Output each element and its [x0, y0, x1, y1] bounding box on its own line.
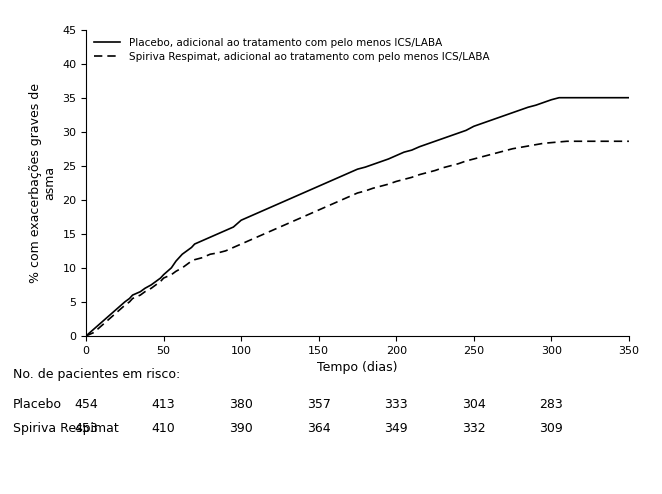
Legend: Placebo, adicional ao tratamento com pelo menos ICS/LABA, Spiriva Respimat, adic: Placebo, adicional ao tratamento com pel…: [91, 35, 493, 65]
Text: Spiriva Respimat: Spiriva Respimat: [13, 422, 119, 435]
Text: 364: 364: [307, 422, 330, 435]
X-axis label: Tempo (dias): Tempo (dias): [317, 361, 398, 374]
Y-axis label: % com exacerbações graves de
asma: % com exacerbações graves de asma: [28, 83, 57, 283]
Text: No. de pacientes em risco:: No. de pacientes em risco:: [13, 368, 181, 381]
Text: 454: 454: [74, 398, 98, 411]
Text: 283: 283: [540, 398, 563, 411]
Text: Placebo: Placebo: [13, 398, 62, 411]
Text: 304: 304: [462, 398, 486, 411]
Text: 413: 413: [152, 398, 175, 411]
Text: 453: 453: [74, 422, 98, 435]
Text: 390: 390: [229, 422, 253, 435]
Text: 309: 309: [540, 422, 563, 435]
Text: 349: 349: [385, 422, 408, 435]
Text: 410: 410: [152, 422, 175, 435]
Text: 357: 357: [307, 398, 330, 411]
Text: 380: 380: [229, 398, 253, 411]
Text: 333: 333: [385, 398, 408, 411]
Text: 332: 332: [462, 422, 486, 435]
